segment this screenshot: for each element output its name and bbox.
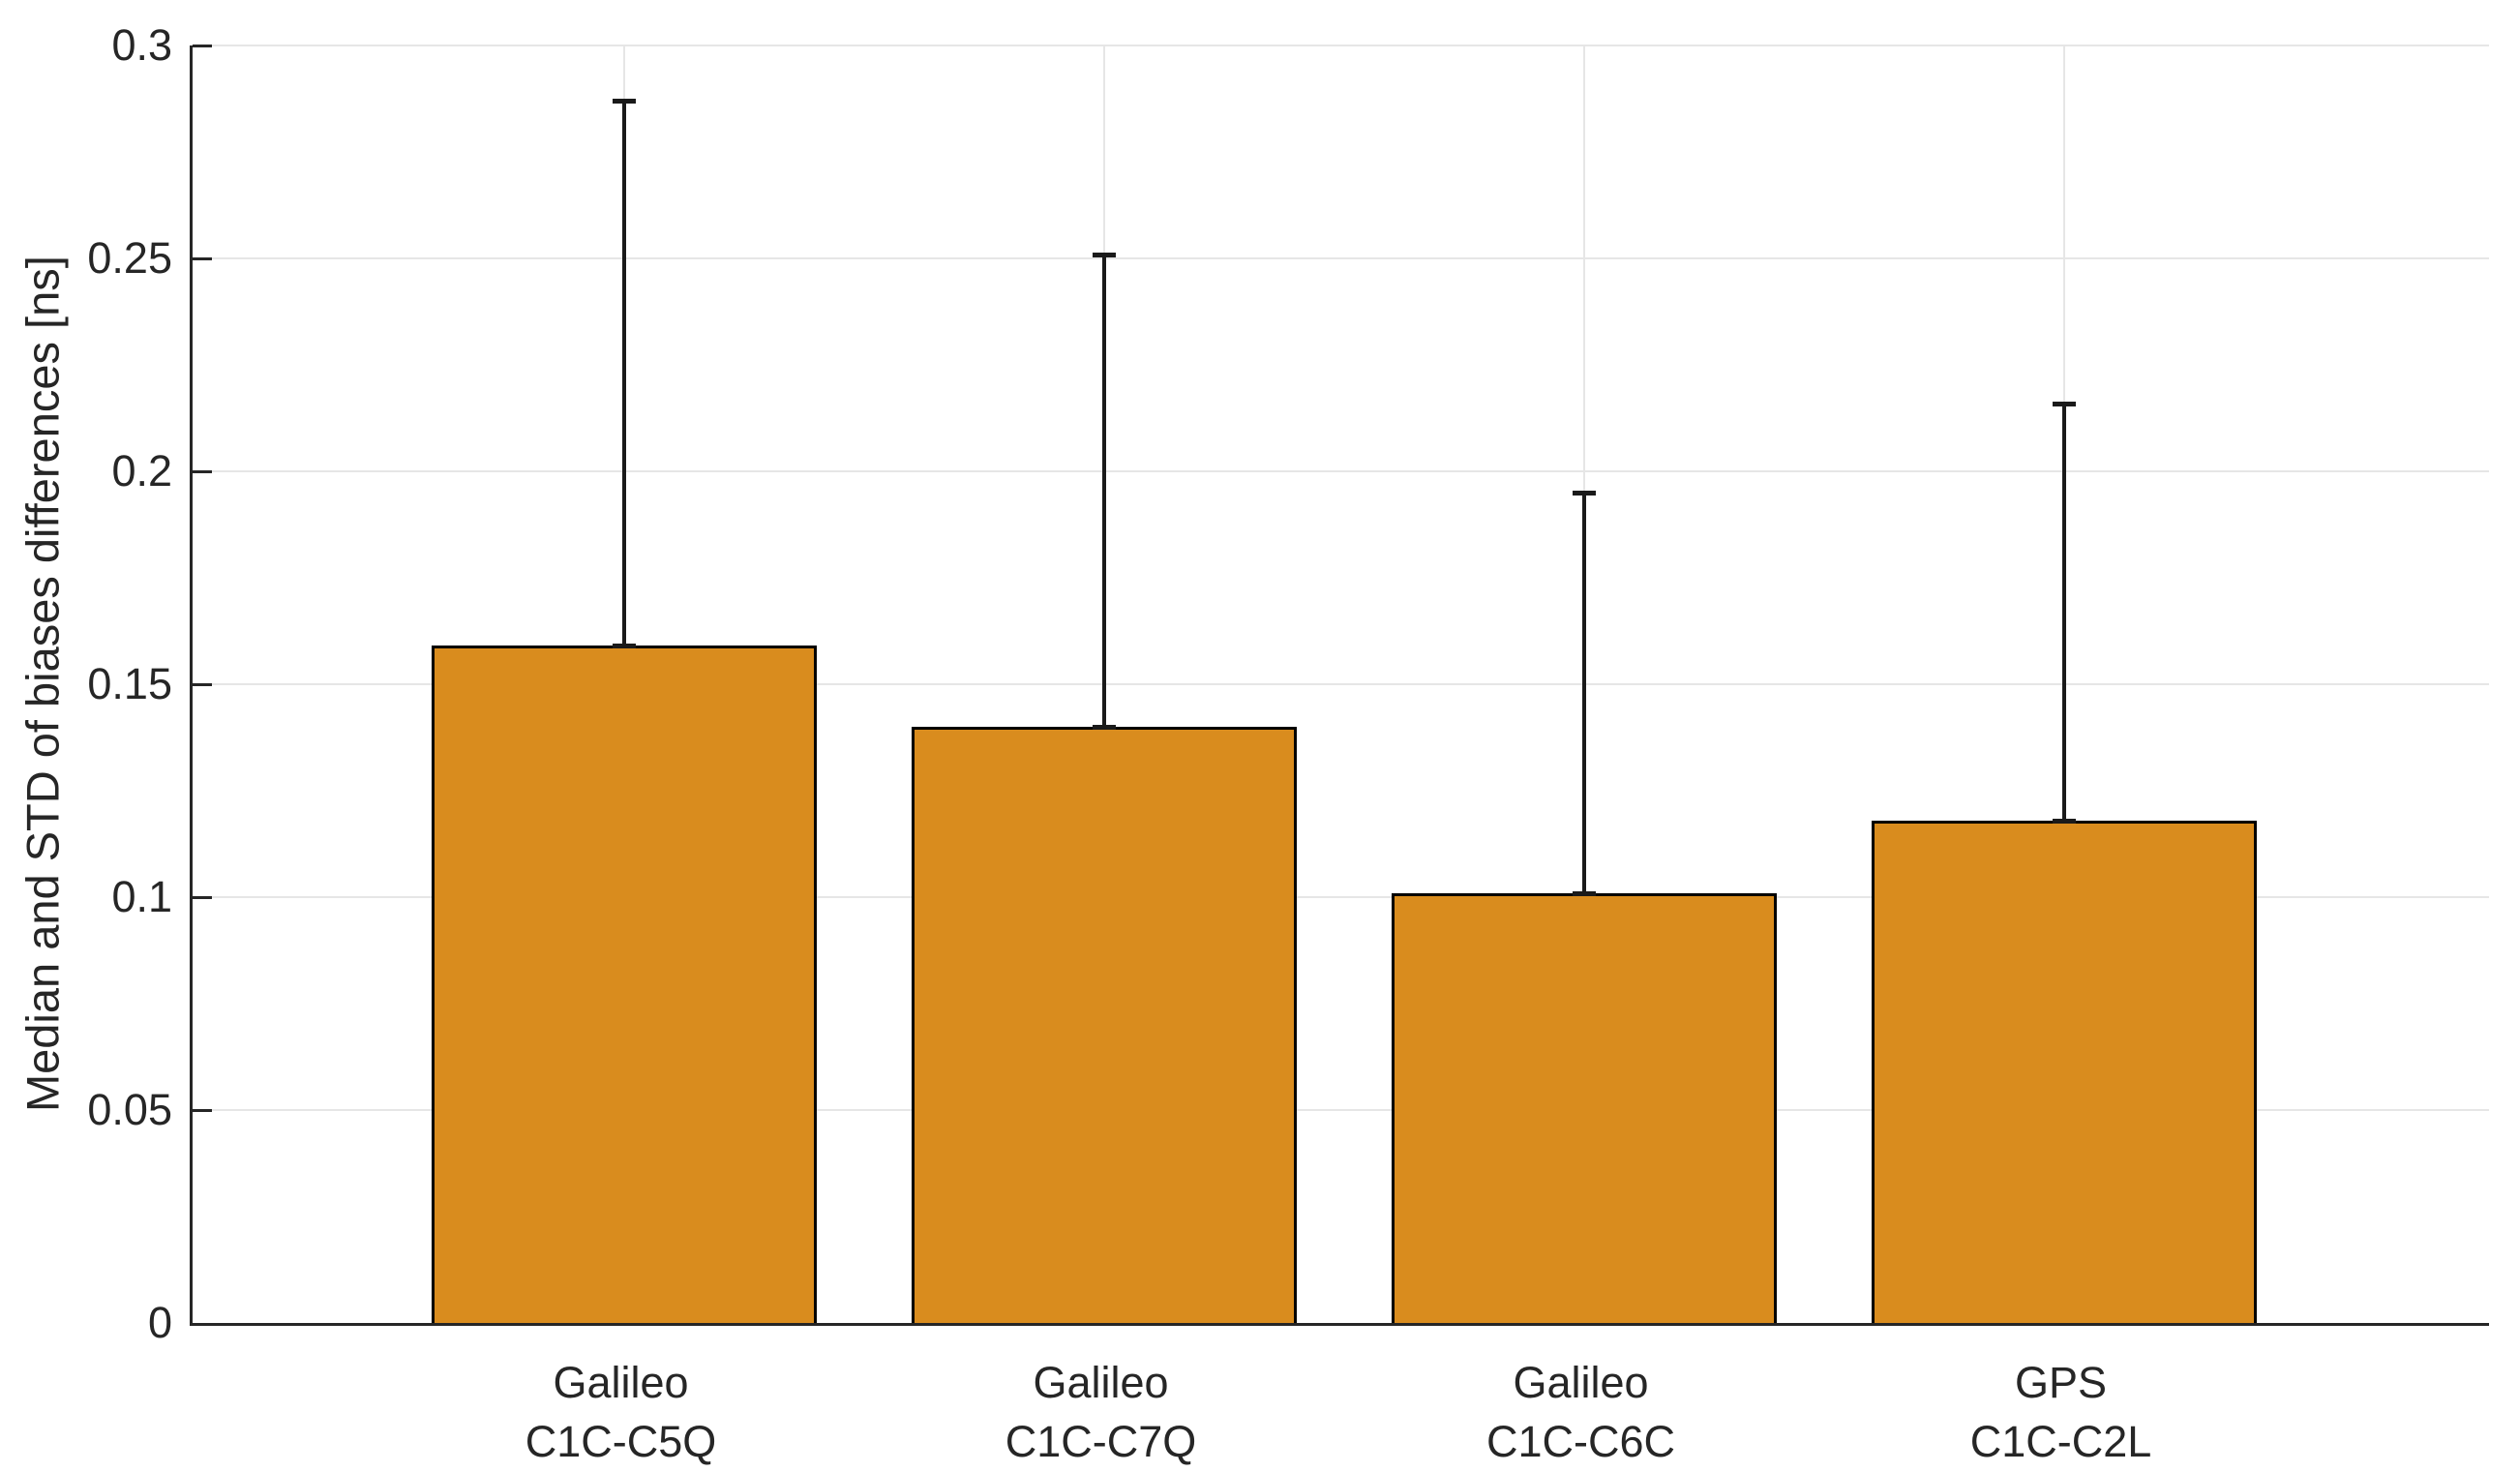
- y-tick-mark: [193, 682, 212, 686]
- error-bar-top-cap: [2052, 401, 2076, 406]
- error-bar-top-cap: [1572, 491, 1596, 496]
- x-tick-label-line: Galileo: [1033, 1358, 1169, 1407]
- error-bar-bottom-cap: [612, 644, 636, 649]
- x-tick-label: GPS C1C-C2L: [1810, 1353, 2313, 1471]
- y-tick-mark: [193, 469, 212, 473]
- y-tick-label: 0.05: [87, 1085, 172, 1134]
- y-tick-label: 0.15: [87, 659, 172, 708]
- y-gridline: [193, 896, 2489, 898]
- y-tick-mark: [193, 895, 212, 899]
- error-bar-line: [2061, 403, 2066, 821]
- x-tick-label-line: C1C-C6C: [1485, 1417, 1676, 1466]
- y-tick-mark: [193, 44, 212, 47]
- x-tick-label: Galileo C1C-C7Q: [850, 1353, 1353, 1471]
- plot-area: [190, 44, 2489, 1326]
- error-bar-bottom-cap: [2052, 818, 2076, 824]
- x-tick-label-line: Galileo: [1513, 1358, 1649, 1407]
- x-tick-label-line: GPS: [2014, 1358, 2108, 1407]
- y-tick-label: 0.1: [111, 872, 172, 921]
- x-tick-label: Galileo C1C-C5Q: [370, 1353, 873, 1471]
- bar: [431, 646, 817, 1323]
- y-gridline: [193, 470, 2489, 472]
- error-bar-line: [1101, 254, 1106, 727]
- bar: [911, 727, 1297, 1323]
- y-gridline: [193, 257, 2489, 259]
- y-tick-mark: [193, 256, 212, 260]
- bar: [1871, 820, 2257, 1323]
- x-tick-label-line: Galileo: [553, 1358, 689, 1407]
- error-bar-line: [621, 101, 626, 646]
- y-gridline: [193, 683, 2489, 685]
- error-bar-bottom-cap: [1092, 725, 1116, 730]
- x-tick-label-line: C1C-C5Q: [525, 1417, 717, 1466]
- y-tick-label: 0: [147, 1298, 172, 1347]
- error-bar-bottom-cap: [1572, 890, 1596, 896]
- y-gridline: [193, 1109, 2489, 1111]
- y-tick-mark: [193, 1108, 212, 1112]
- x-tick-label-line: C1C-C2L: [1969, 1417, 2152, 1466]
- error-bar-line: [1581, 493, 1586, 893]
- y-tick-label: 0.25: [87, 233, 172, 283]
- bar: [1391, 892, 1777, 1323]
- error-bar-top-cap: [1092, 252, 1116, 257]
- y-tick-label: 0.3: [111, 20, 172, 70]
- error-bar-top-cap: [612, 99, 636, 105]
- y-gridline: [193, 45, 2489, 46]
- y-tick-label: 0.2: [111, 446, 172, 496]
- x-tick-label: Galileo C1C-C6C: [1330, 1353, 1833, 1471]
- x-tick-label-line: C1C-C7Q: [1005, 1417, 1197, 1466]
